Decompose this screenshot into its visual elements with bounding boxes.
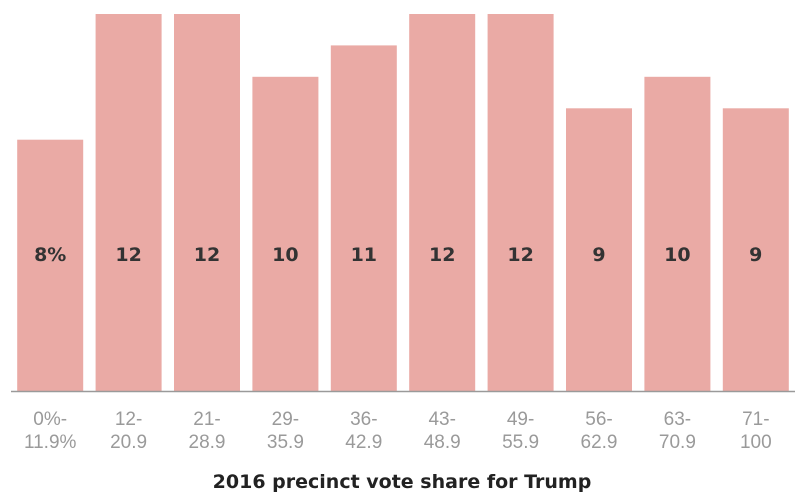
bar-8 (566, 108, 632, 392)
x-tick-label: 48.9 (424, 432, 461, 453)
x-tick-label: 71- (742, 409, 769, 430)
bars-group (17, 14, 789, 392)
bar-value-label: 9 (749, 244, 762, 266)
x-tick-label: 43- (428, 409, 455, 430)
bar-value-label: 11 (351, 244, 377, 266)
x-tick-label: 42.9 (345, 432, 382, 453)
bar-value-label: 8% (34, 244, 66, 266)
x-tick-label: 29- (272, 409, 299, 430)
bar-2 (95, 14, 162, 391)
x-tick-label: 49- (507, 409, 534, 430)
bar-3 (174, 14, 240, 391)
bar-9 (644, 76, 711, 392)
x-tick-label: 35.9 (267, 432, 304, 453)
bar-1 (17, 139, 84, 391)
x-tick-labels-group: 0%-11.9%12-20.921-28.929-35.936-42.943-4… (24, 409, 772, 453)
x-tick-label: 28.9 (189, 432, 226, 453)
x-tick-label: 0%- (33, 409, 67, 430)
bar-value-label: 12 (429, 244, 455, 266)
x-tick-label: 63- (664, 409, 691, 430)
bar-7 (487, 14, 554, 391)
bar-value-label: 9 (592, 244, 605, 266)
bar-10 (722, 108, 789, 392)
x-axis-title: 2016 precinct vote share for Trump (213, 471, 592, 493)
bar-value-label: 12 (507, 244, 533, 266)
x-tick-label: 62.9 (581, 432, 618, 453)
x-tick-label: 55.9 (502, 432, 539, 453)
bar-4 (252, 76, 319, 392)
x-tick-label: 20.9 (110, 432, 147, 453)
x-tick-label: 12- (115, 409, 142, 430)
bar-value-label: 10 (272, 244, 298, 266)
bar-value-label: 12 (194, 244, 220, 266)
x-tick-label: 11.9% (24, 432, 77, 453)
x-tick-label: 70.9 (659, 432, 696, 453)
x-tick-label: 56- (585, 409, 612, 430)
bar-value-label: 12 (115, 244, 141, 266)
bar-value-label: 10 (664, 244, 690, 266)
value-labels-group: 8% 12 12 10 11 12 12 9 10 9 (34, 244, 762, 266)
bar-5 (330, 45, 397, 392)
bar-6 (409, 14, 476, 391)
x-tick-label: 100 (740, 432, 772, 453)
x-tick-label: 21- (193, 409, 220, 430)
x-tick-label: 36- (350, 409, 377, 430)
